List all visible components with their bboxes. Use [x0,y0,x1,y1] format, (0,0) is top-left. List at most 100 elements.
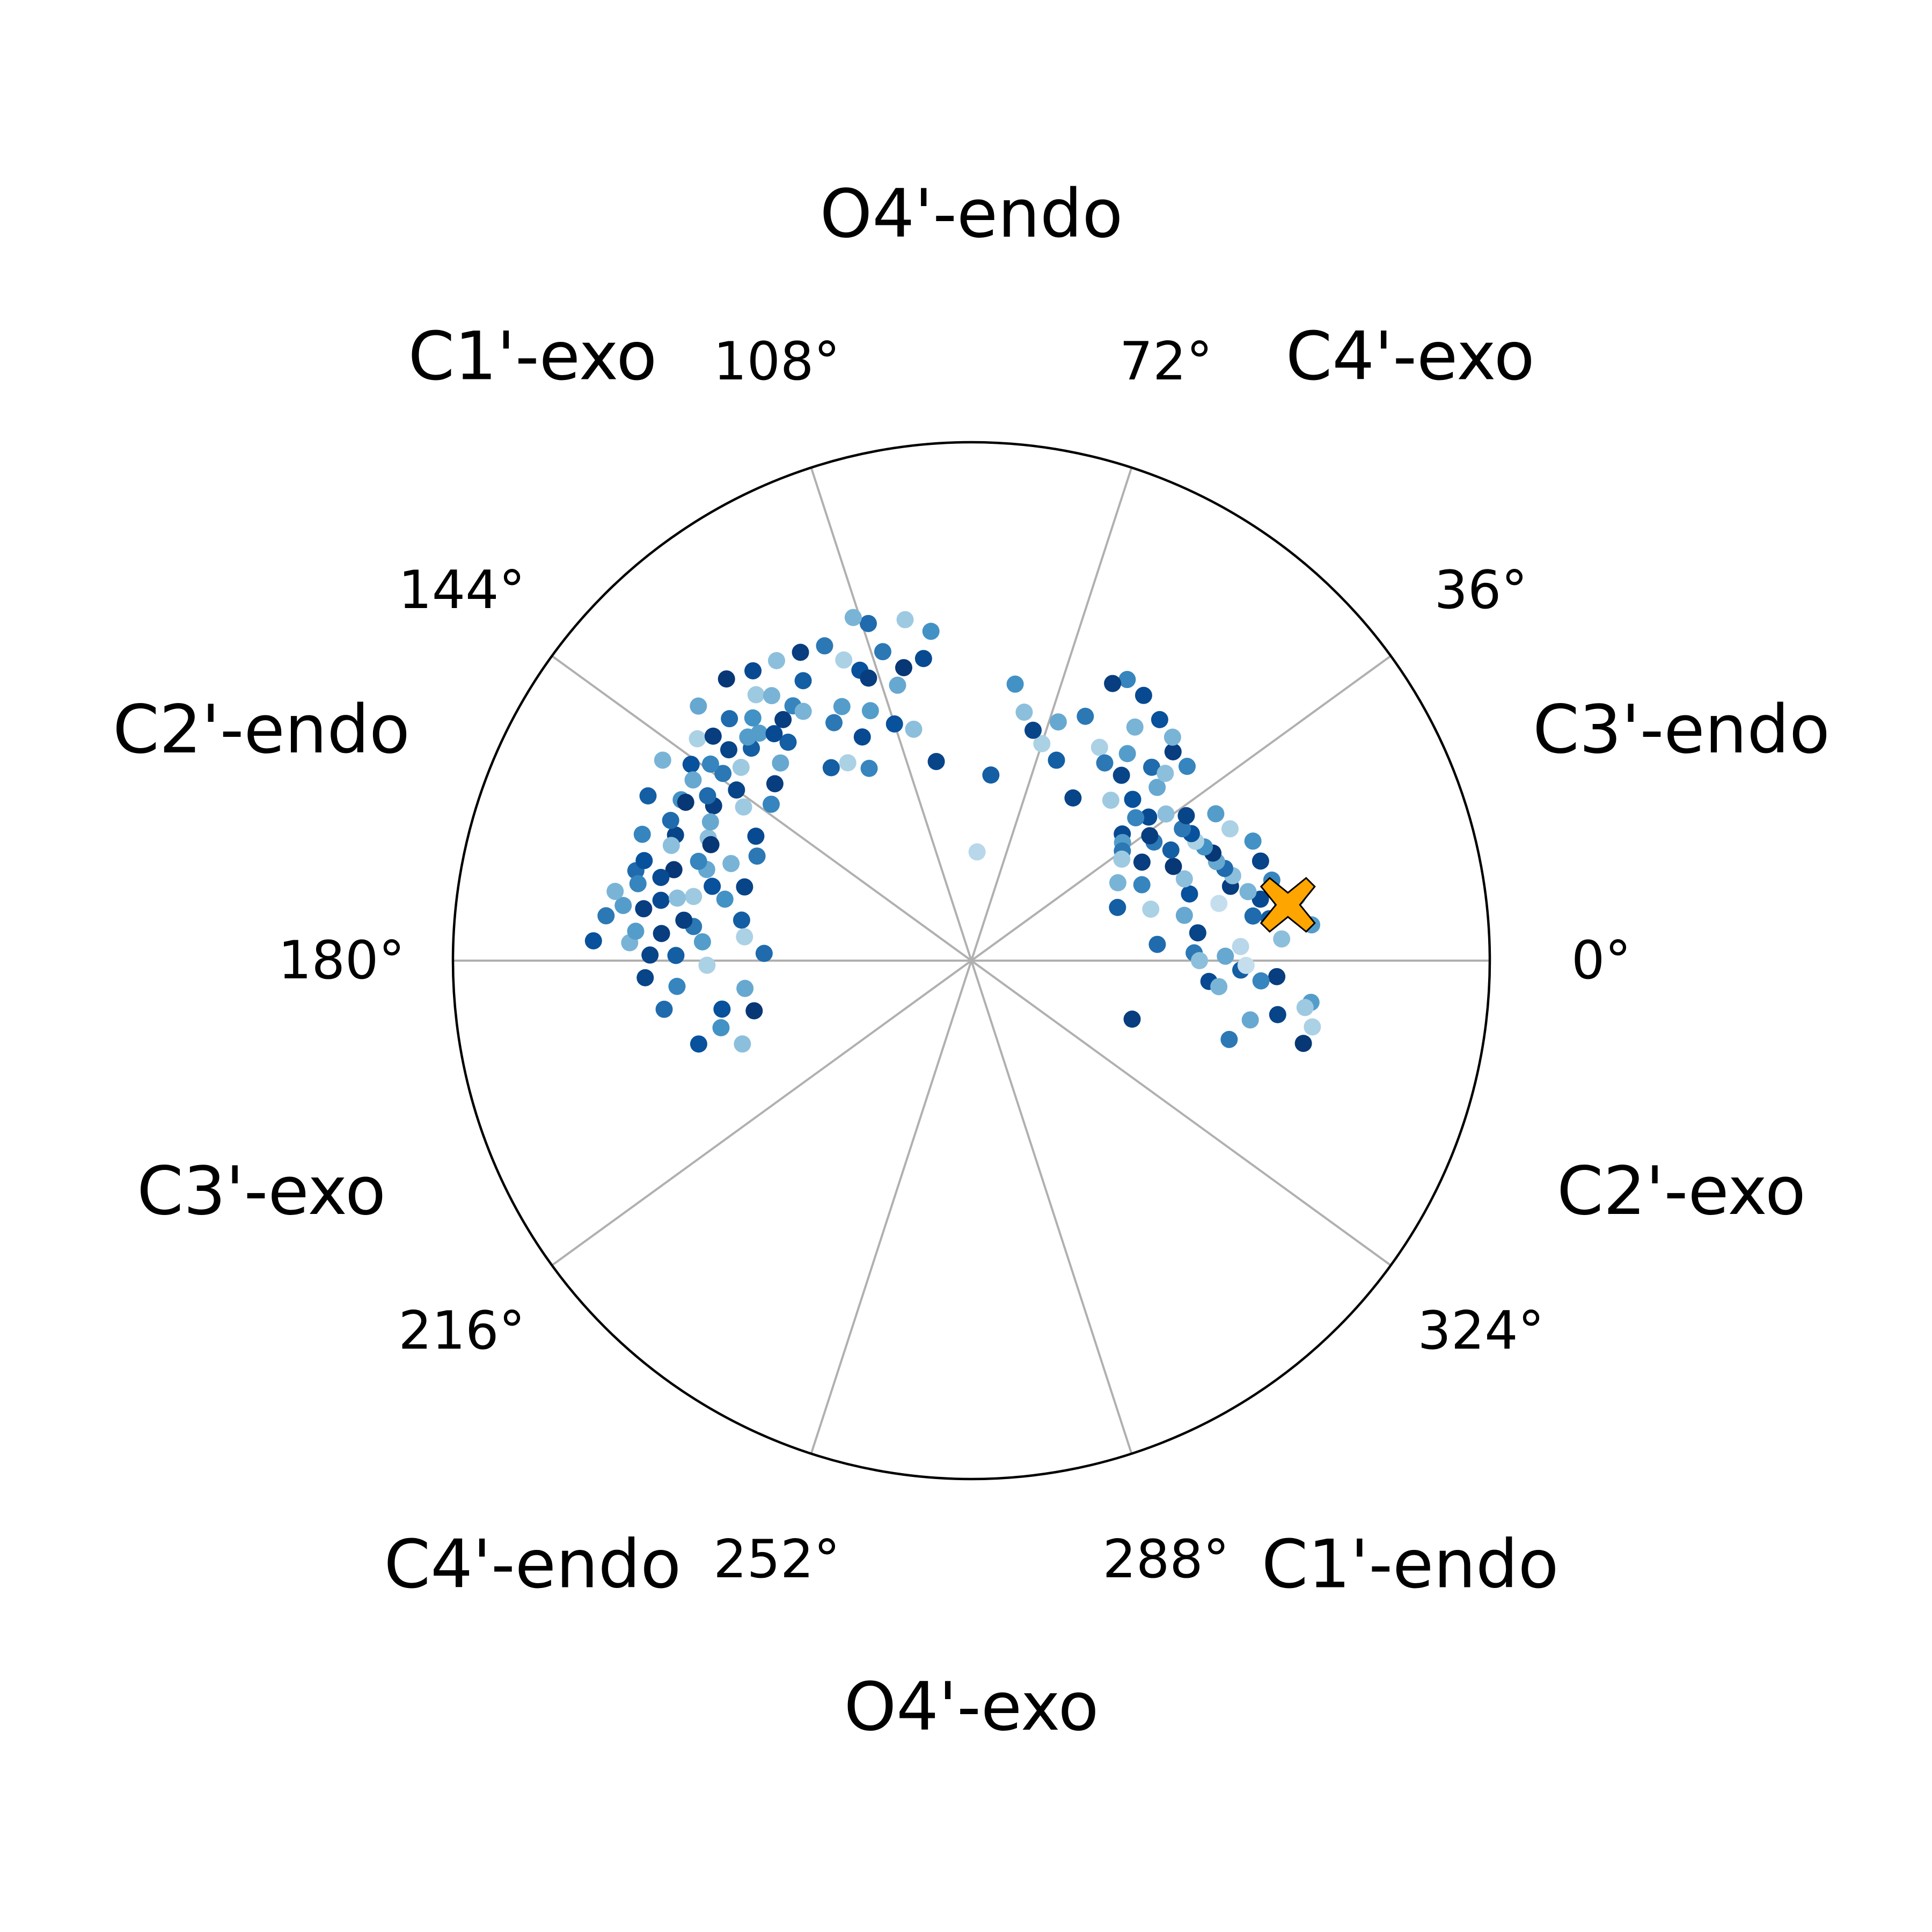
scatter-point [1174,820,1191,838]
scatter-point [860,759,878,777]
scatter-point [1304,1018,1321,1036]
scatter-point [1294,1035,1312,1052]
scatter-point [690,852,707,870]
scatter-point [1157,805,1175,823]
scatter-point [684,771,702,789]
scatter-point [747,686,765,704]
scatter-point [1241,1011,1259,1029]
scatter-point [685,888,702,905]
scatter-point [747,828,765,845]
theta-tick-label: 324° [1418,1300,1545,1362]
plot-boundary [451,441,1491,1481]
scatter-point [675,911,693,929]
scatter-point [794,672,812,690]
scatter-point [755,945,773,962]
scatter-point [816,637,833,655]
scatter-point [1244,907,1262,925]
scatter-point [1049,713,1067,731]
scatter-point [652,868,670,886]
scatter-point [668,889,686,907]
scatter-point [693,933,711,950]
grid-spoke [970,960,1133,1454]
scatter-point [641,946,659,964]
theta-tick-label: 36° [1435,560,1528,621]
scatter-point [1113,766,1130,784]
pucker-label: C2'-exo [1557,1153,1806,1230]
scatter-point [748,847,766,865]
scatter-point [835,651,853,669]
scatter-point [1177,807,1195,824]
scatter-point [853,728,871,746]
scatter-point [733,911,750,929]
scatter-point [1148,779,1166,796]
scatter-point [682,756,700,773]
scatter-point [1164,743,1182,760]
scatter-point [1221,820,1239,838]
scatter-point [1143,758,1160,776]
grid-spoke [810,467,972,961]
scatter-point [1207,805,1225,823]
scatter-point [914,650,932,668]
scatter-point [1220,1030,1238,1048]
scatter-point [774,711,792,728]
scatter-point [698,956,716,974]
scatter-point [968,843,986,861]
scatter-point [1142,901,1160,918]
pucker-label: C3'-endo [1533,691,1830,769]
angular-grid [453,467,1490,1454]
scatter-point [736,979,754,997]
scatter-point [922,623,940,640]
scatter-point [1252,890,1269,908]
pucker-label: C1'-endo [1262,1526,1559,1603]
scatter-point [1237,956,1255,974]
scatter-point [734,1035,751,1053]
scatter-point [1006,675,1024,693]
scatter-point [1162,841,1180,859]
scatter-point [767,652,785,669]
scatter-point [712,1019,730,1037]
pucker-label: C4'-endo [384,1526,681,1603]
scatter-point [1148,935,1166,953]
scatter-point [1191,952,1209,969]
scatter-point [702,836,720,853]
theta-tick-labels: 0° 36° 72° 108° 144° 180° 216° 252° 288° 324° [278,331,1631,1590]
scatter-point [1217,947,1234,965]
scatter-point [794,702,812,720]
scatter-point [699,787,716,804]
scatter-point [1109,898,1126,916]
scatter-point [606,882,624,900]
scatter-point [1102,792,1119,809]
scatter-point [633,825,651,843]
scatter-point [1126,718,1144,736]
scatter-point [844,609,862,626]
theta-tick-label: 108° [713,331,840,392]
scatter-point [1118,745,1136,763]
scatter-point [874,643,891,661]
scatter-point [701,755,719,773]
theta-tick-label: 216° [398,1300,525,1362]
scatter-point [614,897,632,914]
scatter-point [1127,809,1145,826]
scatter-point [704,727,722,745]
scatter-point [859,614,877,632]
scatter-point [825,714,843,731]
pucker-label: C1'-exo [408,318,657,396]
scatter-point [1165,858,1182,875]
grid-spoke [970,655,1392,962]
scatter-point [1140,808,1158,826]
scatter-point [744,709,762,727]
scatter-point [1113,850,1131,868]
scatter-point [1239,883,1257,901]
grid-spoke [970,960,1392,1267]
scatter-point [1175,870,1193,888]
scatter-point [1141,827,1159,845]
pucker-label: C2'-endo [113,691,410,769]
scatter-point [653,925,670,942]
scatter-point [677,793,694,811]
scatter-point [745,1002,763,1020]
theta-tick-label: 0° [1571,930,1631,991]
scatter-point [1091,738,1108,756]
scatter-point [1296,999,1314,1016]
pucker-label: C4'-exo [1286,318,1535,396]
scatter-point [652,891,670,909]
